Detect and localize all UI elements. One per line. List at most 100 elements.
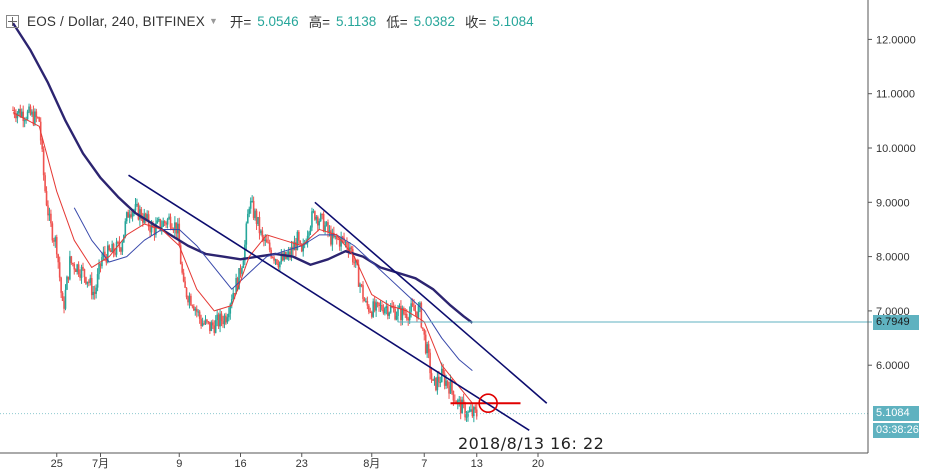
candle-body (165, 222, 167, 225)
candle-body (366, 300, 369, 306)
candle-body (305, 243, 307, 245)
candle-body (372, 301, 375, 317)
candle-body (96, 274, 99, 288)
candle-body (16, 112, 19, 119)
candle-body (34, 111, 36, 125)
candle-body (454, 400, 456, 402)
candle-body (324, 225, 326, 232)
candle-body (104, 251, 106, 257)
candle-body (163, 221, 166, 223)
candle-body (47, 205, 49, 216)
candle-body (408, 311, 411, 321)
candle-body (394, 308, 396, 320)
candle-body (264, 239, 267, 242)
open-label: 开= (229, 15, 252, 30)
candle-body (471, 409, 474, 417)
candle-body (344, 241, 347, 243)
chart-header: EOS / Dollar, 240, BITFINEX ▼ 开= 5.0546 … (6, 10, 538, 32)
symbol-title[interactable]: EOS / Dollar, 240, BITFINEX (27, 13, 205, 29)
candle-body (414, 310, 417, 312)
candle-body (318, 221, 321, 226)
candle-body (239, 268, 242, 274)
candle-body (268, 242, 271, 250)
trendlines[interactable] (0, 174, 872, 432)
trendline-upper (314, 201, 548, 404)
candle-body (106, 245, 109, 263)
candle-body (290, 246, 293, 257)
candle-body (314, 211, 316, 220)
candle-body (89, 278, 92, 283)
candle-body (405, 314, 408, 319)
candle-body (118, 242, 121, 249)
candle-body (185, 287, 188, 298)
candle-body (214, 320, 217, 333)
candle-body (60, 277, 62, 293)
candle-body (58, 262, 61, 278)
candle-body (360, 284, 363, 286)
candle-body (451, 379, 453, 391)
candle-body (443, 373, 446, 386)
candle-body (63, 300, 65, 309)
candle-body (53, 240, 55, 242)
candle-body (386, 306, 389, 316)
candle-body (203, 323, 205, 325)
candle-body (254, 210, 256, 219)
candle-body (182, 272, 185, 282)
candle-body (160, 226, 163, 230)
candle-body (35, 111, 38, 118)
candle-body (458, 399, 461, 401)
candle-body (175, 222, 178, 234)
candle-body (171, 227, 173, 230)
candle-body (194, 308, 197, 311)
candle-body (280, 255, 283, 262)
candle-body (15, 114, 17, 119)
candle-body (166, 219, 169, 225)
candle-body (159, 219, 162, 230)
candle-body (474, 406, 477, 410)
candle-body (427, 344, 430, 353)
candle-body (184, 281, 186, 288)
candle-body (188, 295, 191, 303)
candle-body (249, 201, 252, 209)
candle-body (201, 323, 204, 327)
candle-body (439, 382, 442, 384)
candle-body (340, 236, 342, 247)
candle-body (258, 216, 261, 234)
candle-body (22, 111, 25, 121)
candle-body (306, 235, 309, 244)
candle-body (334, 235, 337, 238)
candle-body (395, 316, 398, 320)
candle-body (273, 257, 275, 261)
candle-body (400, 306, 402, 321)
candle-body (23, 120, 26, 122)
candle-body (311, 211, 313, 228)
candle-body (229, 304, 232, 314)
candle-body (125, 212, 128, 222)
candle-body (42, 149, 45, 176)
candle-body (464, 403, 466, 418)
caret-down-icon[interactable]: ▼ (208, 16, 218, 26)
candle-body (429, 352, 431, 374)
candle-body (226, 317, 229, 323)
candle-body (32, 111, 35, 125)
candle-body (114, 253, 116, 255)
candle-body (433, 377, 436, 381)
candle-body (424, 334, 427, 354)
candle-body (41, 140, 43, 150)
candle-body (322, 214, 325, 232)
candle-body (248, 208, 251, 214)
candle-body (335, 235, 338, 239)
candle-body (315, 216, 318, 220)
timestamp-annotation: 2018/8/13 16: 22 (458, 434, 605, 453)
candle-body (442, 368, 445, 374)
candle-body (378, 302, 380, 307)
candle-body (241, 267, 243, 274)
candle-body (365, 300, 367, 302)
candle-body (446, 380, 449, 386)
candle-body (44, 175, 46, 192)
candle-body (432, 379, 434, 381)
candle-body (452, 390, 455, 401)
expand-icon[interactable] (6, 14, 19, 28)
candle-body (20, 111, 23, 117)
